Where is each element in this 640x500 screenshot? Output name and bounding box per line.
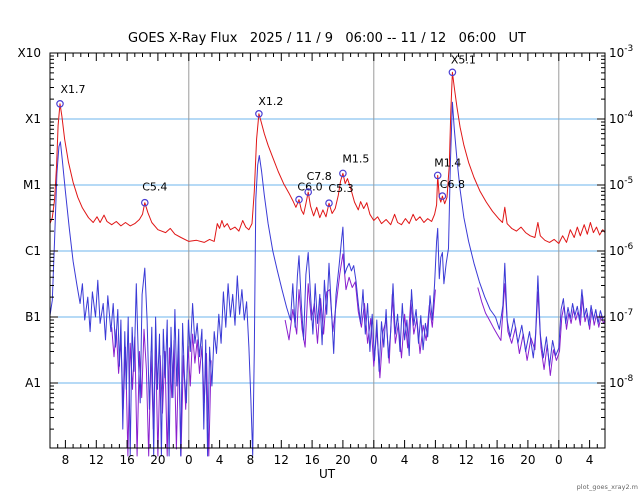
axis-tick-labels: 8 12 16 20 0 4 8 12 16 20 0 4 8 12 16 20 0 4 X10 X1 M1 C1 B1 A1… bbox=[18, 44, 634, 467]
x-tick-label: 12 bbox=[89, 453, 104, 467]
series-short-wave-secondary bbox=[111, 327, 212, 457]
y-class-label-X1: X1 bbox=[25, 112, 41, 126]
axis-ticks bbox=[49, 52, 606, 448]
flare-label-C6.0: C6.0 bbox=[297, 181, 322, 194]
y-exp-label-10e-7: 10-7 bbox=[609, 308, 633, 324]
x-tick-label: 12 bbox=[274, 453, 289, 467]
flare-marker-C7.8 bbox=[304, 188, 313, 196]
y-exp-label-10e-5: 10-5 bbox=[609, 176, 633, 192]
x-tick-label: 8 bbox=[62, 453, 70, 467]
flare-label-X1.7: X1.7 bbox=[60, 83, 85, 96]
x-tick-label: 4 bbox=[586, 453, 594, 467]
x-tick-label: 16 bbox=[119, 453, 134, 467]
flare-marker-X1.2 bbox=[255, 110, 263, 118]
flare-label-C6.8: C6.8 bbox=[440, 178, 465, 191]
series-short-wave-0.5-4A bbox=[49, 101, 606, 457]
y-exp-label-10e-6: 10-6 bbox=[609, 242, 634, 258]
x-axis-title: UT bbox=[319, 467, 336, 481]
y-class-label-A1: A1 bbox=[25, 376, 41, 390]
flare-annotations: X1.7 C5.4 X1.2 C6.0C7.8C5.3 M1.5 M1.4 C6.8 X5.1 bbox=[56, 53, 476, 208]
x-tick-label: 16 bbox=[304, 453, 319, 467]
chart-title: GOES X-Ray Flux 2025 / 11 / 9 06:00 -- 1… bbox=[128, 31, 526, 46]
x-tick-label: 0 bbox=[370, 453, 378, 467]
flare-label-X1.2: X1.2 bbox=[258, 95, 283, 108]
flare-label-C5.4: C5.4 bbox=[142, 181, 167, 194]
flare-label-M1.5: M1.5 bbox=[342, 152, 369, 165]
flare-marker-C6.0 bbox=[295, 195, 303, 204]
x-tick-label: 8 bbox=[247, 453, 255, 467]
flare-marker-X5.1 bbox=[448, 68, 457, 77]
x-tick-label: 20 bbox=[150, 453, 165, 467]
flare-label-C7.8: C7.8 bbox=[307, 170, 332, 183]
axes-frame-ticks bbox=[49, 52, 606, 449]
x-tick-label: 8 bbox=[432, 453, 440, 467]
y-class-label-M1: M1 bbox=[23, 178, 41, 192]
series-long-wave-1-8A bbox=[49, 71, 606, 244]
flare-marker-C5.3 bbox=[325, 199, 333, 208]
x-tick-label: 16 bbox=[489, 453, 504, 467]
y-exp-label-10e-8: 10-8 bbox=[609, 374, 634, 390]
y-class-label-X10: X10 bbox=[18, 46, 42, 60]
y-exp-label-10e-3: 10-3 bbox=[609, 44, 633, 60]
flare-marker-C5.4 bbox=[141, 198, 149, 207]
x-tick-label: 20 bbox=[335, 453, 350, 467]
series-lines bbox=[49, 71, 606, 457]
flare-label-X5.1: X5.1 bbox=[451, 53, 476, 66]
x-tick-label: 12 bbox=[459, 453, 474, 467]
x-tick-label: 4 bbox=[216, 453, 224, 467]
x-tick-label: 0 bbox=[555, 453, 563, 467]
series-short-wave-secondary bbox=[477, 283, 606, 376]
flare-marker-X1.7 bbox=[56, 100, 64, 108]
watermark: plot_goes_xray2.m bbox=[577, 483, 638, 491]
x-tick-label: 0 bbox=[185, 453, 193, 467]
flare-label-C5.3: C5.3 bbox=[328, 182, 353, 195]
flare-marker-M1.5 bbox=[339, 169, 347, 178]
y-exp-label-10e-4: 10-4 bbox=[609, 110, 634, 126]
gridlines bbox=[50, 53, 605, 448]
x-tick-label: 4 bbox=[401, 453, 409, 467]
flare-marker-M1.4 bbox=[433, 171, 442, 180]
x-tick-label: 20 bbox=[520, 453, 535, 467]
y-class-label-C1: C1 bbox=[25, 244, 41, 258]
flare-marker-C6.8 bbox=[438, 192, 447, 200]
y-class-label-B1: B1 bbox=[25, 310, 41, 324]
flare-label-M1.4: M1.4 bbox=[434, 156, 461, 169]
